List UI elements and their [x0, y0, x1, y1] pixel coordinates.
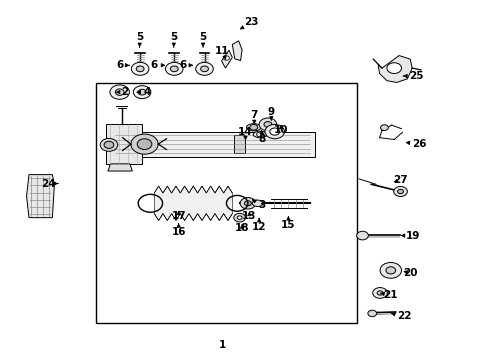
Text: 5: 5 [199, 32, 206, 47]
Circle shape [385, 267, 395, 274]
Text: 10: 10 [273, 125, 288, 135]
Text: 8: 8 [257, 131, 264, 144]
Circle shape [376, 291, 382, 295]
Circle shape [264, 125, 284, 139]
Circle shape [131, 62, 149, 75]
Text: 4: 4 [137, 87, 150, 97]
Text: 7: 7 [250, 111, 257, 123]
Text: 24: 24 [41, 179, 58, 189]
Text: 16: 16 [171, 224, 185, 237]
Circle shape [367, 310, 376, 317]
Text: 13: 13 [242, 211, 256, 221]
Text: 21: 21 [380, 291, 397, 301]
Text: 20: 20 [402, 268, 417, 278]
Text: 18: 18 [234, 224, 249, 233]
Circle shape [240, 198, 255, 209]
Circle shape [104, 141, 114, 148]
Ellipse shape [246, 124, 261, 131]
Circle shape [110, 85, 129, 99]
Text: 22: 22 [391, 311, 411, 321]
Circle shape [264, 122, 271, 127]
Circle shape [256, 132, 263, 137]
Text: 15: 15 [281, 217, 295, 230]
Polygon shape [221, 50, 232, 68]
Circle shape [223, 56, 229, 60]
Circle shape [136, 66, 144, 72]
Circle shape [356, 231, 367, 240]
Text: 5: 5 [136, 32, 143, 47]
Ellipse shape [253, 131, 266, 138]
Text: 6: 6 [150, 60, 164, 70]
Text: 3: 3 [252, 200, 264, 210]
Text: 12: 12 [251, 219, 266, 231]
Text: 5: 5 [170, 32, 177, 47]
Circle shape [100, 138, 118, 151]
Circle shape [372, 288, 386, 298]
Circle shape [195, 62, 213, 75]
Text: 25: 25 [403, 71, 423, 81]
Circle shape [200, 66, 208, 72]
Text: 11: 11 [215, 46, 229, 59]
Circle shape [379, 262, 401, 278]
Polygon shape [232, 41, 242, 60]
Circle shape [165, 62, 183, 75]
Circle shape [131, 134, 158, 154]
Text: 2: 2 [116, 87, 128, 97]
Text: 27: 27 [392, 175, 407, 185]
Polygon shape [233, 135, 245, 153]
Circle shape [115, 89, 124, 95]
Circle shape [244, 201, 251, 206]
Text: 6: 6 [116, 60, 129, 70]
Circle shape [137, 139, 152, 149]
Circle shape [259, 118, 276, 131]
Ellipse shape [252, 200, 263, 207]
Circle shape [397, 189, 403, 194]
Polygon shape [26, 175, 54, 218]
Polygon shape [108, 164, 132, 171]
Polygon shape [154, 186, 232, 221]
Circle shape [133, 86, 151, 99]
Circle shape [237, 216, 242, 220]
Circle shape [138, 89, 146, 95]
Circle shape [380, 125, 387, 131]
Text: 19: 19 [401, 231, 419, 240]
Text: 6: 6 [179, 60, 192, 70]
Text: 14: 14 [238, 127, 252, 140]
Text: 23: 23 [240, 17, 259, 29]
Circle shape [233, 213, 245, 222]
Circle shape [386, 63, 401, 73]
Circle shape [170, 66, 178, 72]
Text: 26: 26 [405, 139, 426, 149]
Polygon shape [105, 125, 142, 164]
Polygon shape [105, 132, 315, 157]
Circle shape [393, 186, 407, 197]
Text: 17: 17 [171, 211, 185, 221]
Text: 9: 9 [267, 107, 274, 120]
Polygon shape [377, 55, 411, 82]
Text: 1: 1 [219, 340, 226, 350]
Circle shape [249, 125, 257, 130]
Bar [96, 83, 356, 323]
Circle shape [269, 128, 279, 135]
